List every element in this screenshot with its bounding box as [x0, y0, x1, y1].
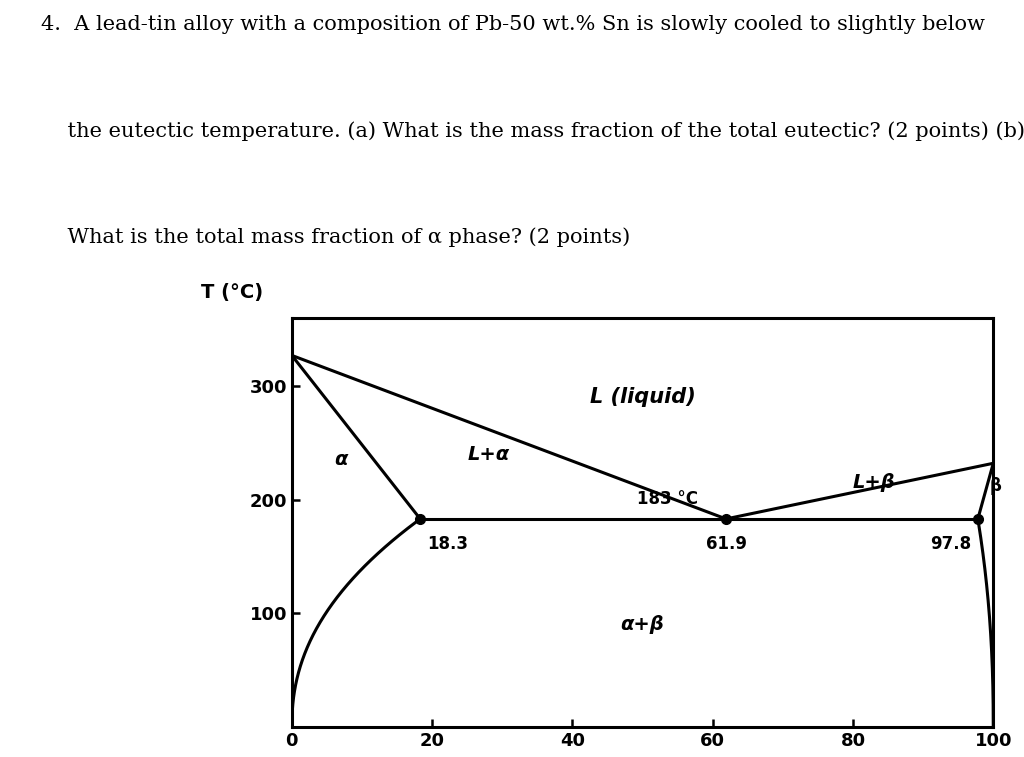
Text: 183 °C: 183 °C [637, 490, 698, 507]
Text: α+β: α+β [621, 615, 665, 634]
Text: 61.9: 61.9 [706, 534, 746, 553]
Text: 4.  A lead-tin alloy with a composition of Pb-50 wt.% Sn is slowly cooled to sli: 4. A lead-tin alloy with a composition o… [41, 15, 985, 34]
Text: L+α: L+α [467, 444, 509, 464]
Text: the eutectic temperature. (a) What is the mass fraction of the total eutectic? (: the eutectic temperature. (a) What is th… [41, 121, 1024, 141]
Text: 18.3: 18.3 [427, 534, 468, 553]
Text: α: α [334, 450, 347, 469]
Text: β: β [990, 477, 1001, 495]
Text: 97.8: 97.8 [930, 534, 971, 553]
Text: L+β: L+β [853, 473, 895, 492]
Text: T (°C): T (°C) [201, 282, 263, 301]
Text: What is the total mass fraction of α phase? (2 points): What is the total mass fraction of α pha… [41, 227, 630, 247]
Text: L (liquid): L (liquid) [590, 388, 695, 407]
